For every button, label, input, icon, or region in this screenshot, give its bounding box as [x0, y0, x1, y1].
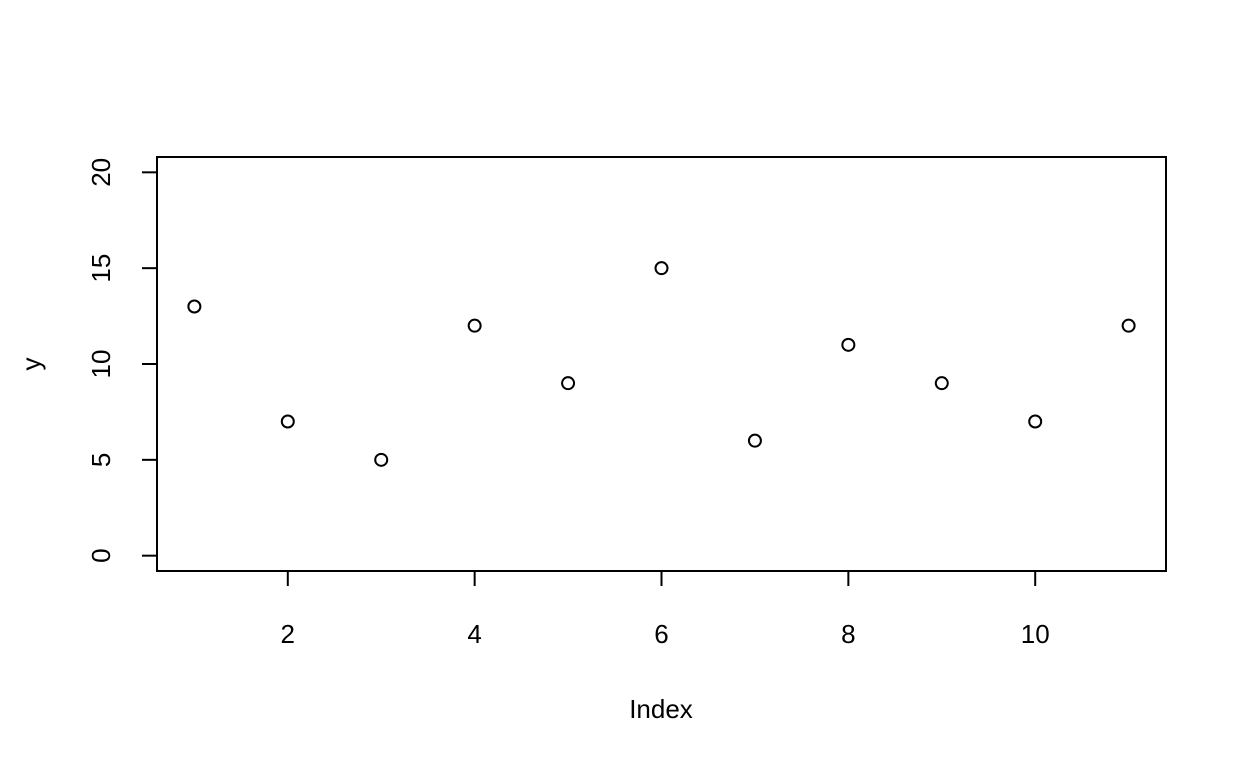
y-tick-label: 5	[86, 453, 116, 467]
point	[1028, 414, 1043, 429]
point	[467, 318, 482, 333]
point	[561, 376, 576, 391]
point	[374, 452, 389, 467]
y-tick-label: 15	[86, 254, 116, 283]
y-tick-label: 0	[86, 548, 116, 562]
y-tick-label: 10	[86, 350, 116, 379]
point	[747, 433, 762, 448]
point	[187, 299, 202, 314]
x-axis-label: Index	[629, 694, 693, 724]
point	[934, 376, 949, 391]
plot-box	[156, 156, 1167, 572]
point	[280, 414, 295, 429]
point	[654, 261, 669, 276]
point	[1121, 318, 1136, 333]
y-axis-label: y	[16, 358, 46, 371]
x-tick-label: 10	[1021, 619, 1050, 649]
x-tick-label: 2	[281, 619, 295, 649]
x-tick-label: 4	[467, 619, 481, 649]
point	[841, 337, 856, 352]
x-tick-label: 8	[841, 619, 855, 649]
x-tick-label: 6	[654, 619, 668, 649]
y-tick-label: 20	[86, 158, 116, 187]
